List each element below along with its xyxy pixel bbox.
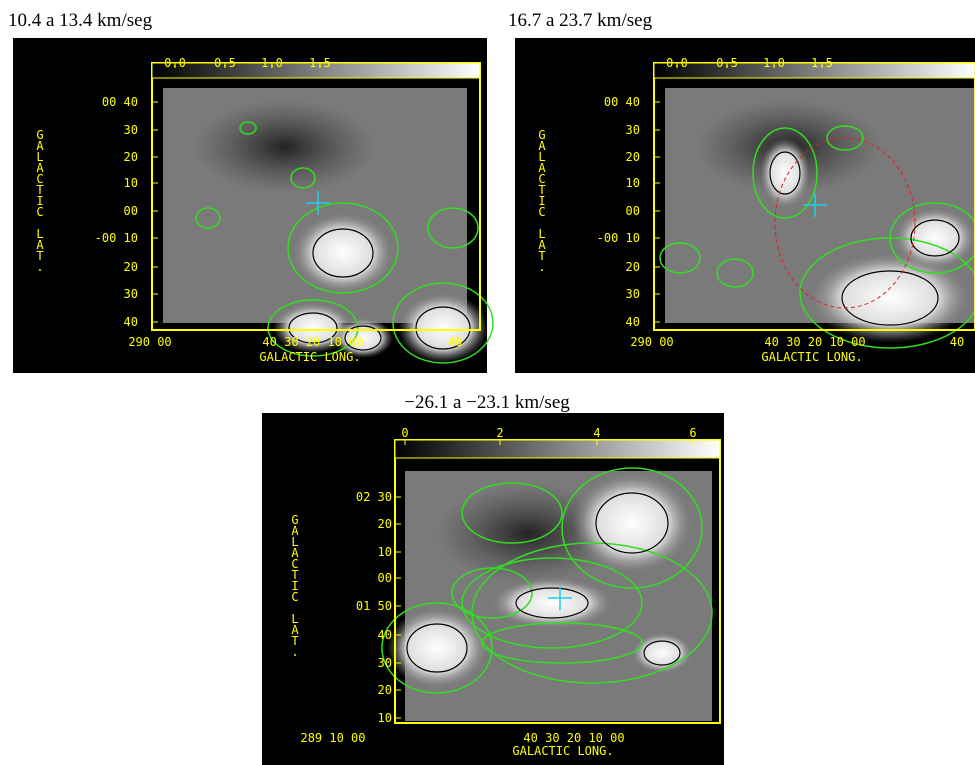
y-tick-label: 20	[626, 150, 640, 164]
x-tick-label: 290 00	[128, 335, 171, 349]
x-axis-label: GALACTIC LONG.	[512, 744, 613, 758]
x-tick-label: 40 30 20 10 00	[262, 335, 363, 349]
y-tick-label: 10	[626, 176, 640, 190]
y-tick-label: 10	[378, 711, 392, 725]
bright-region	[492, 578, 612, 628]
y-tick-label: 20	[626, 260, 640, 274]
y-tick-label: 00	[378, 571, 392, 585]
x-axis-label: GALACTIC LONG.	[761, 350, 862, 364]
colorbar-tick-label: 4	[593, 426, 600, 440]
y-tick-label: 20	[378, 517, 392, 531]
y-axis-label: GALACTIC LAT.	[535, 128, 549, 271]
y-tick-label: 20	[124, 260, 138, 274]
colorbar-tick-label: 0	[401, 426, 408, 440]
x-axis-label: GALACTIC LONG.	[259, 350, 360, 364]
y-tick-label: 30	[124, 287, 138, 301]
y-tick-label: 20	[378, 683, 392, 697]
dark-region	[193, 100, 375, 194]
y-tick-label: 00 40	[604, 95, 640, 109]
y-axis-label: GALACTIC LAT.	[288, 513, 302, 656]
x-tick-label: 40	[950, 335, 964, 349]
x-tick-label: 290 00	[630, 335, 673, 349]
y-tick-label: 30	[378, 656, 392, 670]
y-tick-label: 10	[378, 545, 392, 559]
colorbar	[395, 440, 720, 458]
bright-region	[572, 473, 692, 573]
y-tick-label: 40	[378, 628, 392, 642]
colorbar-tick-label: 2	[496, 426, 503, 440]
y-tick-label: 00	[124, 204, 138, 218]
colorbar-tick-label: 6	[689, 426, 696, 440]
y-tick-label: -00 10	[95, 231, 138, 245]
panel-title: 10.4 a 13.4 km/seg	[8, 10, 153, 31]
y-tick-label: -00 10	[597, 231, 640, 245]
y-tick-label: 40	[626, 315, 640, 329]
y-tick-label: 30	[626, 123, 640, 137]
y-axis-label: GALACTIC LAT.	[33, 128, 47, 271]
bright-region	[895, 208, 975, 268]
bright-region	[398, 293, 488, 363]
x-tick-label: 40 30 20 10 00	[523, 731, 624, 745]
x-tick-label: 40	[448, 335, 462, 349]
y-tick-label: 02 30	[356, 490, 392, 504]
panel-title: 16.7 a 23.7 km/seg	[508, 10, 653, 31]
y-tick-label: 30	[626, 287, 640, 301]
y-tick-label: 00	[626, 204, 640, 218]
x-tick-label: 289 10 00	[300, 731, 365, 745]
panel-title: −26.1 a −23.1 km/seg	[404, 392, 570, 413]
y-tick-label: 01 50	[356, 599, 392, 613]
bright-region	[293, 213, 393, 293]
figure: 10.4 a 13.4 km/seg0.00.51.01.5GALACTIC L…	[0, 0, 975, 765]
y-tick-label: 00 40	[102, 95, 138, 109]
y-tick-label: 30	[124, 123, 138, 137]
y-tick-label: 10	[124, 176, 138, 190]
panel: 0 2 4 6 GALACTIC LAT. 02 30 20 10 00 01 50 40 30 20 1…	[262, 413, 724, 765]
y-tick-label: 20	[124, 150, 138, 164]
bright-region	[760, 138, 810, 208]
x-tick-label: 40 30 20 10 00	[764, 335, 865, 349]
page: 10.4 a 13.4 km/seg0.00.51.01.5GALACTIC L…	[0, 0, 975, 765]
y-tick-label: 40	[124, 315, 138, 329]
